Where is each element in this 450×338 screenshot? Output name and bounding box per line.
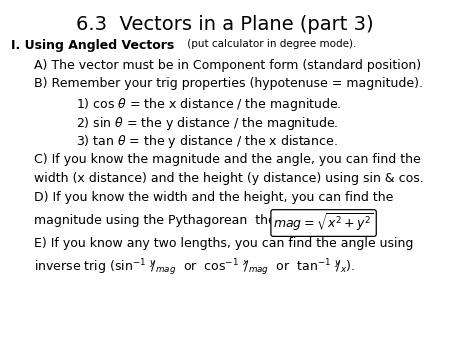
Text: $mag = \sqrt{x^2 + y^2}$: $mag = \sqrt{x^2 + y^2}$ [273,212,374,234]
Text: E) If you know any two lengths, you can find the angle using: E) If you know any two lengths, you can … [34,237,413,249]
Text: B) Remember your trig properties (hypotenuse = magnitude).: B) Remember your trig properties (hypote… [34,77,423,90]
Text: inverse trig (sin$^{-1}$ $^{y}\!\!/_{mag}$  or  cos$^{-1}$ $^{x}\!\!/_{mag}$  or: inverse trig (sin$^{-1}$ $^{y}\!\!/_{mag… [34,258,355,278]
Text: I. Using Angled Vectors: I. Using Angled Vectors [11,39,175,52]
Text: 1) cos $\theta$ = the x distance / the magnitude.: 1) cos $\theta$ = the x distance / the m… [76,96,342,113]
Text: D) If you know the width and the height, you can find the: D) If you know the width and the height,… [34,191,393,204]
Text: C) If you know the magnitude and the angle, you can find the: C) If you know the magnitude and the ang… [34,153,420,166]
Text: 6.3  Vectors in a Plane (part 3): 6.3 Vectors in a Plane (part 3) [76,15,374,34]
Text: 3) tan $\theta$ = the y distance / the x distance.: 3) tan $\theta$ = the y distance / the x… [76,133,338,150]
Text: magnitude using the Pythagorean  theorem.: magnitude using the Pythagorean theorem. [34,214,312,226]
Text: width (x distance) and the height (y distance) using sin & cos.: width (x distance) and the height (y dis… [34,172,423,185]
Text: A) The vector must be in Component form (standard position): A) The vector must be in Component form … [34,59,421,72]
Text: 2) sin $\theta$ = the y distance / the magnitude.: 2) sin $\theta$ = the y distance / the m… [76,115,339,131]
Text: (put calculator in degree mode).: (put calculator in degree mode). [184,39,356,49]
